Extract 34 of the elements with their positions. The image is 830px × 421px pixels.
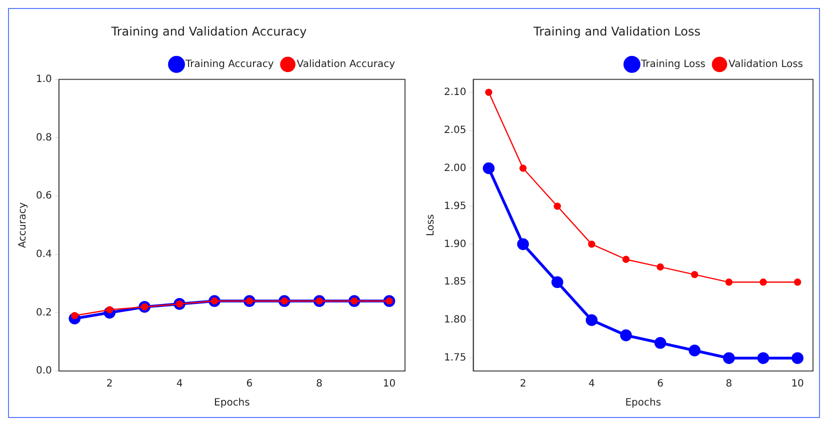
x-axis-title: Epochs — [214, 398, 250, 409]
x-tick-label: 8 — [316, 378, 323, 390]
chart-title: Training and Validation Loss — [532, 24, 700, 38]
legend-label: Validation Loss — [728, 58, 804, 70]
y-tick-label: 0.8 — [36, 132, 52, 144]
x-tick-label: 10 — [382, 378, 396, 390]
chart-title: Training and Validation Accuracy — [110, 24, 307, 38]
legend-label: Training Loss — [640, 58, 706, 70]
y-axis-title: Loss — [426, 214, 437, 236]
x-tick-label: 6 — [246, 378, 253, 390]
y-tick-label: 2.05 — [444, 124, 466, 136]
x-tick-label: 4 — [176, 378, 183, 390]
y-tick-label: 1.0 — [36, 74, 52, 85]
legend-label: Validation Accuracy — [296, 58, 396, 70]
y-tick-label: 2.10 — [444, 86, 466, 98]
x-tick-label: 8 — [726, 378, 732, 390]
y-tick-label: 1.90 — [444, 238, 466, 250]
x-tick-label: 2 — [106, 378, 113, 390]
y-tick-label: 0.6 — [36, 190, 52, 202]
x-axis-title: Epochs — [625, 398, 662, 409]
y-tick-label: 1.95 — [444, 200, 466, 212]
legend-label: Training Accuracy — [184, 58, 274, 70]
y-tick-label: 2.00 — [444, 162, 466, 174]
y-tick-label: 1.80 — [444, 314, 466, 326]
x-tick-label: 4 — [588, 378, 595, 390]
y-tick-label: 0.2 — [36, 307, 52, 318]
y-tick-label: 0.4 — [36, 248, 52, 260]
y-tick-label: 1.75 — [444, 352, 466, 364]
y-tick-label: 0.0 — [36, 366, 52, 377]
x-tick-label: 6 — [657, 378, 664, 390]
x-tick-label: 2 — [520, 378, 526, 390]
y-tick-label: 1.85 — [444, 276, 466, 288]
y-axis-title: Accuracy — [18, 202, 29, 248]
x-tick-label: 10 — [791, 378, 804, 390]
